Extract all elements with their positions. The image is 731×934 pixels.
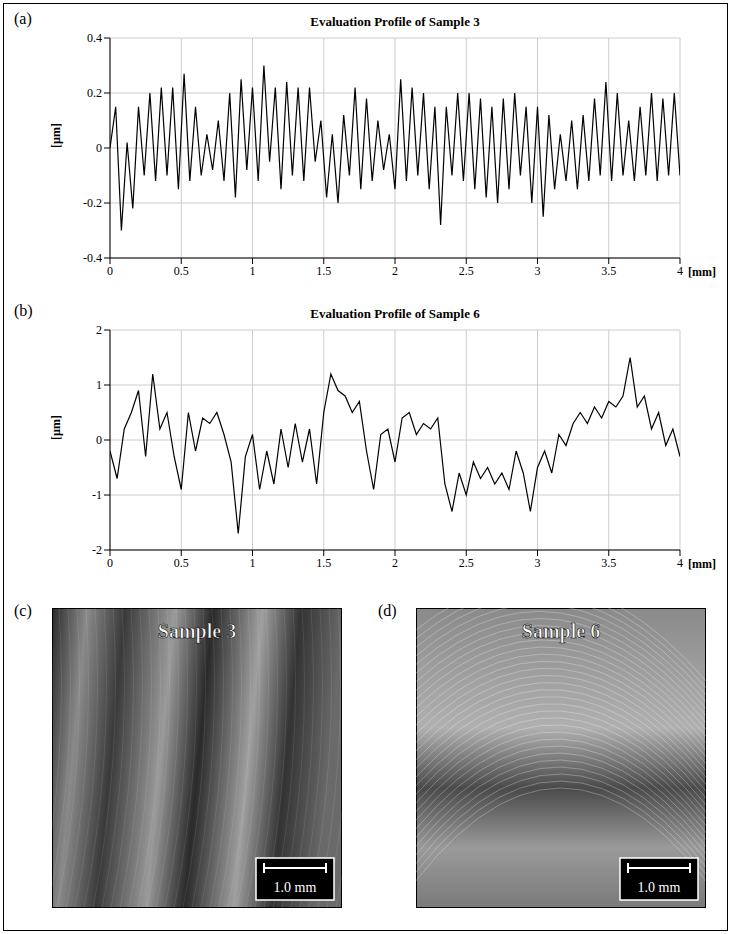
html-text:(b): (b) [14,302,33,319]
svg-text:Sample 6: Sample 6 [522,620,600,643]
svg-text:1.0 mm: 1.0 mm [638,880,681,895]
svg-text:2: 2 [96,324,102,337]
html-text:Evaluation Profile of Sample 6: Evaluation Profile of Sample 6 [310,306,480,321]
html-text:(d): (d) [378,602,397,619]
html-text:(c): (c) [14,602,32,619]
svg-text:3.5: 3.5 [601,264,616,278]
svg-text:0.5: 0.5 [174,264,189,278]
svg-text:-0.2: -0.2 [83,196,102,210]
svg-text:[µm]: [µm] [49,415,63,440]
svg-text:1: 1 [250,556,256,570]
svg-text:-0.4: -0.4 [83,251,102,265]
html-text:(a): (a) [14,10,32,27]
svg-text:[mm]: [mm] [688,265,716,279]
svg-text:[µm]: [µm] [49,123,63,148]
svg-text:0: 0 [96,433,102,447]
svg-text:0: 0 [96,141,102,155]
svg-text:3.5: 3.5 [601,556,616,570]
svg-text:-1: -1 [92,488,102,502]
svg-text:1.5: 1.5 [316,264,331,278]
svg-text:0.4: 0.4 [87,32,102,45]
svg-text:3: 3 [535,264,541,278]
svg-text:0: 0 [107,264,113,278]
svg-text:4: 4 [677,556,683,570]
svg-text:1: 1 [250,264,256,278]
svg-text:4: 4 [677,264,683,278]
svg-text:1: 1 [96,378,102,392]
svg-text:2: 2 [392,556,398,570]
html-text:Evaluation Profile of Sample 3: Evaluation Profile of Sample 3 [310,14,480,29]
svg-text:1.5: 1.5 [316,556,331,570]
svg-text:0: 0 [107,556,113,570]
svg-text:Sample 3: Sample 3 [158,620,236,643]
svg-text:2.5: 2.5 [459,264,474,278]
svg-text:2: 2 [392,264,398,278]
svg-text:-2: -2 [92,543,102,557]
svg-text:3: 3 [535,556,541,570]
svg-text:[mm]: [mm] [688,557,716,571]
svg-text:0.5: 0.5 [174,556,189,570]
svg-text:2.5: 2.5 [459,556,474,570]
svg-text:0.2: 0.2 [87,86,102,100]
svg-text:1.0 mm: 1.0 mm [274,880,317,895]
